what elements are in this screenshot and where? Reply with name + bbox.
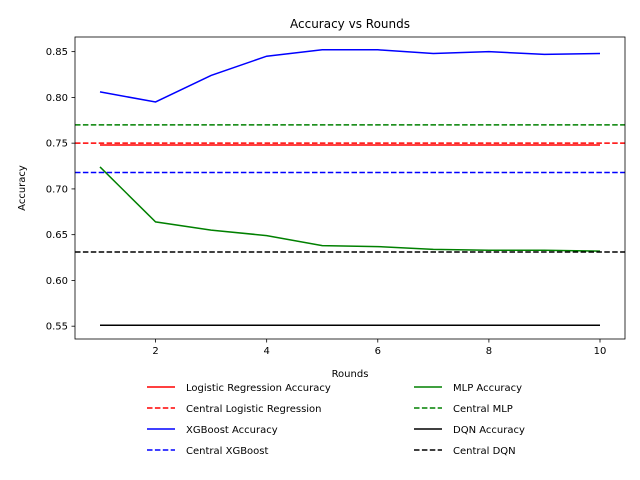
- x-axis-title: Rounds: [332, 369, 369, 380]
- y-tick-label: 0.60: [46, 276, 68, 287]
- chart-title: Accuracy vs Rounds: [290, 17, 410, 31]
- y-axis-title: Accuracy: [17, 165, 28, 211]
- legend-label-dqn-accuracy: DQN Accuracy: [453, 425, 525, 436]
- series-line-mlp-accuracy: [99, 166, 601, 252]
- y-axis-ticks: 0.55 0.60 0.65 0.70 0.75 0.80 0.85: [46, 47, 75, 333]
- series-line-xgboost-accuracy: [99, 49, 601, 103]
- x-tick-label: 6: [375, 346, 381, 357]
- y-tick-label: 0.65: [46, 230, 68, 241]
- x-tick-label: 10: [594, 346, 607, 357]
- plot-lines: [75, 49, 625, 327]
- y-tick-label: 0.80: [46, 93, 68, 104]
- y-tick-label: 0.75: [46, 139, 68, 150]
- legend-label-central-logistic-regression: Central Logistic Regression: [186, 404, 322, 415]
- y-tick-label: 0.85: [46, 47, 68, 58]
- y-tick-label: 0.70: [46, 184, 68, 195]
- legend-label-xgboost-accuracy: XGBoost Accuracy: [186, 425, 278, 436]
- y-tick-label: 0.55: [46, 322, 68, 333]
- legend-label-logistic-regression-accuracy: Logistic Regression Accuracy: [186, 383, 331, 394]
- legend-label-central-mlp: Central MLP: [453, 404, 513, 415]
- x-axis-ticks: 2 4 6 8 10: [152, 339, 606, 357]
- plot-frame: [74, 36, 626, 340]
- x-tick-label: 8: [486, 346, 492, 357]
- legend-label-central-dqn: Central DQN: [453, 446, 516, 457]
- x-tick-label: 4: [263, 346, 269, 357]
- legend: Logistic Regression Accuracy Central Logi…: [147, 383, 525, 457]
- x-tick-label: 2: [152, 346, 158, 357]
- legend-label-central-xgboost: Central XGBoost: [186, 446, 268, 457]
- legend-label-mlp-accuracy: MLP Accuracy: [453, 383, 522, 394]
